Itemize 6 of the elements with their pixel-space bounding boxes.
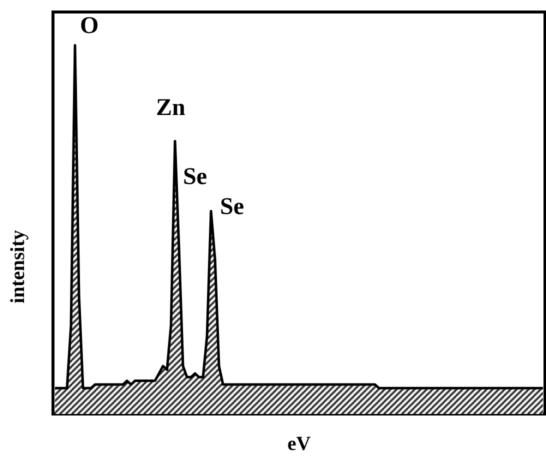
text: O [80, 13, 99, 39]
annotation: Se [220, 194, 244, 220]
x-axis-title: eV [287, 433, 312, 455]
annotation: Se [183, 164, 208, 190]
annotation: Zn [156, 95, 186, 121]
y-axis-title: intensity [7, 230, 29, 304]
